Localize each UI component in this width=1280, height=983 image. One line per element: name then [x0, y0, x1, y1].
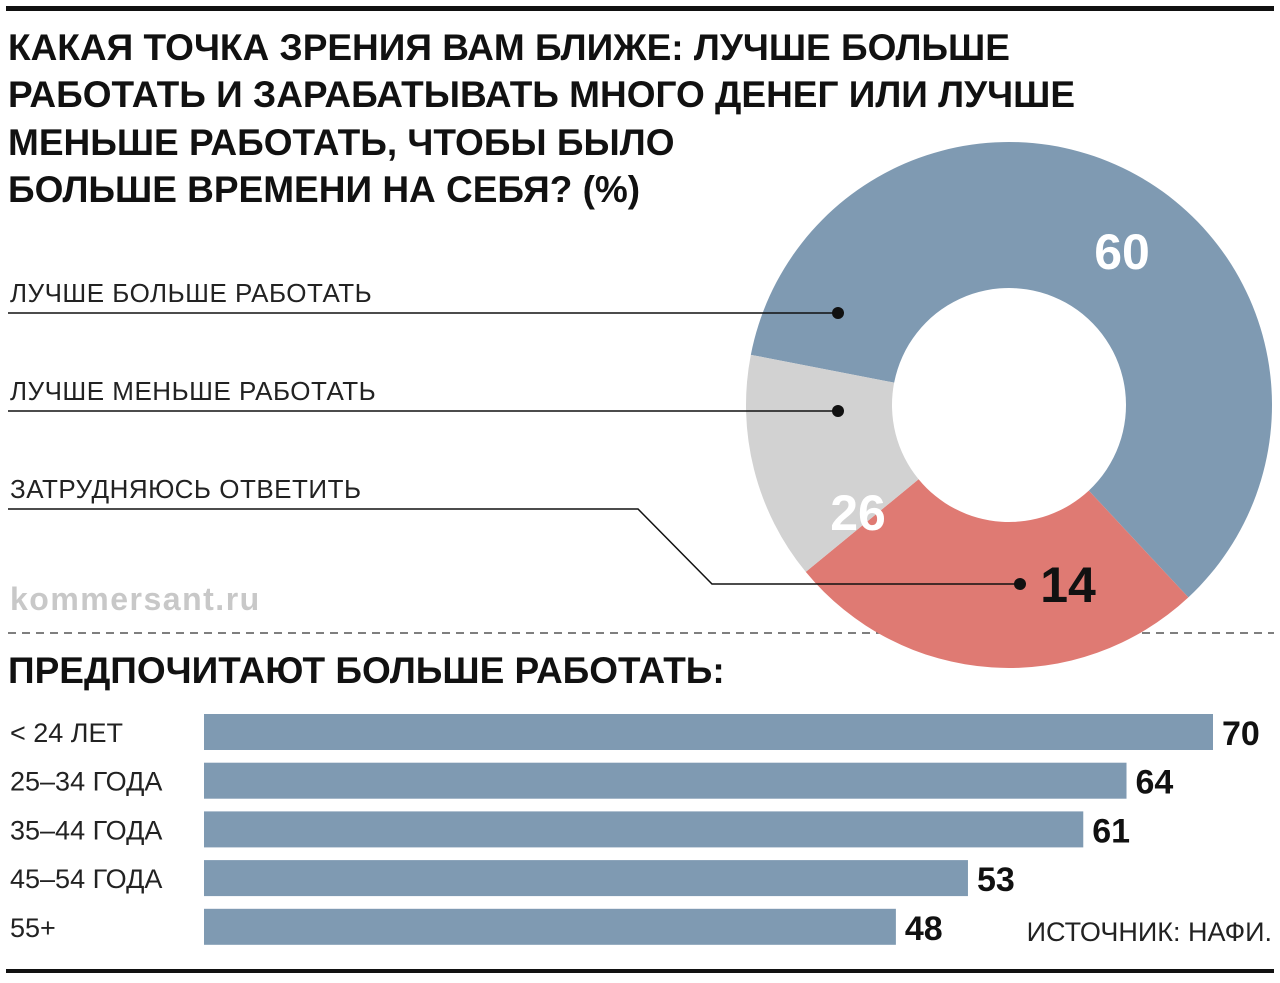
legend-label: ЛУЧШЕ МЕНЬШЕ РАБОТАТЬ: [10, 376, 376, 406]
slice-value-label: 14: [1040, 557, 1096, 613]
source-note: ИСТОЧНИК: НАФИ.: [1027, 917, 1272, 947]
bar-value-label: 53: [977, 861, 1015, 899]
leader-dot: [832, 307, 844, 319]
title-line-4: БОЛЬШЕ ВРЕМЕНИ НА СЕБЯ? (%): [8, 169, 640, 210]
title-line-1: КАКАЯ ТОЧКА ЗРЕНИЯ ВАМ БЛИЖЕ: ЛУЧШЕ БОЛЬ…: [8, 27, 1010, 68]
bar-value-label: 48: [905, 910, 943, 948]
bar: [204, 908, 896, 945]
bar: [204, 714, 1213, 750]
bar: [204, 811, 1084, 848]
bar-category-label: 25–34 ГОДА: [10, 767, 162, 797]
bar-category-label: 55+: [10, 913, 56, 943]
bar-chart: < 24 ЛЕТ 70 25–34 ГОДА 64 35–44 ГОДА 61 45–54 …: [10, 714, 1260, 948]
bar-value-label: 70: [1222, 715, 1260, 753]
leader-dot: [1014, 578, 1026, 590]
leader-line: [8, 508, 1020, 585]
bar-value-label: 64: [1136, 764, 1174, 802]
watermark: kommersant.ru: [10, 581, 261, 617]
slice-value-label: 26: [830, 485, 886, 541]
slice-value-label: 60: [1094, 224, 1150, 280]
donut-slice: [805, 479, 1189, 669]
leader-dot: [832, 405, 844, 417]
title-line-3: МЕНЬШЕ РАБОТАТЬ, ЧТОБЫ БЫЛО: [8, 122, 675, 163]
bar: [204, 762, 1127, 799]
legend: ЛУЧШЕ БОЛЬШЕ РАБОТАТЬ ЛУЧШЕ МЕНЬШЕ РАБОТА…: [8, 278, 1026, 590]
bar: [204, 860, 968, 897]
title-line-2: РАБОТАТЬ И ЗАРАБАТЫВАТЬ МНОГО ДЕНЕГ ИЛИ …: [8, 74, 1075, 115]
bar-chart-title: ПРЕДПОЧИТАЮТ БОЛЬШЕ РАБОТАТЬ:: [8, 650, 725, 691]
donut-chart: 60 26 14: [746, 142, 1273, 669]
bottom-rule: [6, 969, 1274, 973]
bar-category-label: < 24 ЛЕТ: [10, 718, 123, 748]
donut-slice: [746, 354, 919, 572]
top-rule: [6, 6, 1274, 11]
bar-value-label: 61: [1092, 812, 1130, 850]
donut-slice: [750, 142, 1273, 598]
legend-label: ЗАТРУДНЯЮСЬ ОТВЕТИТЬ: [10, 474, 362, 504]
legend-label: ЛУЧШЕ БОЛЬШЕ РАБОТАТЬ: [10, 278, 372, 308]
bar-category-label: 35–44 ГОДА: [10, 815, 162, 845]
bar-category-label: 45–54 ГОДА: [10, 864, 162, 894]
